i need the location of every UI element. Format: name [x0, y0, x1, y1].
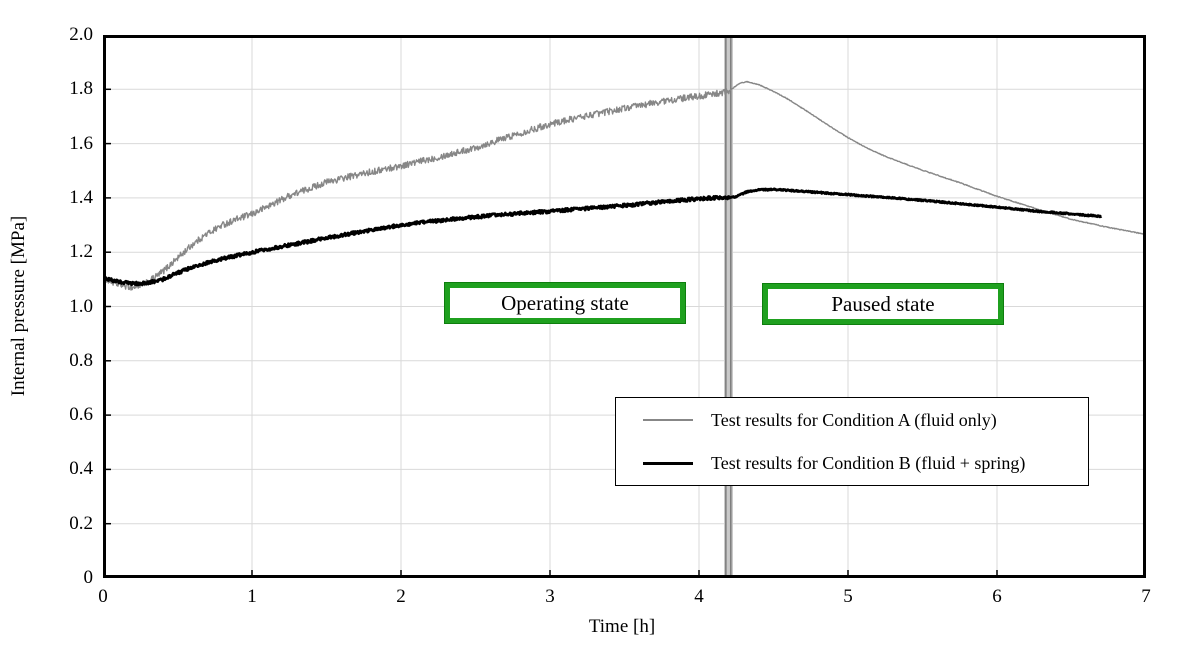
operating-state-label: Operating state: [501, 290, 629, 315]
x-tick-label: 6: [992, 586, 1002, 607]
condition-b-label: Test results for Condition B (fluid + sp…: [711, 452, 1026, 473]
x-tick-label: 7: [1141, 586, 1151, 607]
y-tick-label: 0.8: [69, 349, 93, 371]
y-tick-label: 1.0: [69, 295, 93, 317]
condition-b-line-sample: [643, 461, 693, 465]
x-tick-label: 1: [247, 586, 257, 607]
data-series: [103, 80, 1146, 291]
x-tick-label: 3: [545, 586, 555, 607]
x-tick-label: 2: [396, 586, 406, 607]
paused-state-label: Paused state: [831, 291, 935, 316]
operating-state-annotation: Operating state: [444, 282, 686, 324]
x-tick-label: 0: [98, 586, 108, 607]
y-tick-label: 2.0: [69, 24, 93, 45]
y-tick-label: 1.8: [69, 78, 93, 100]
y-axis-title: Internal pressure [MPa]: [8, 215, 29, 397]
y-tick-label: 0.2: [69, 512, 93, 534]
y-tick-label: 0.6: [69, 404, 93, 426]
legend: Test results for Condition A (fluid only…: [615, 397, 1089, 486]
legend-item-condition-a: Test results for Condition A (fluid only…: [616, 399, 1088, 442]
x-tick-label: 4: [694, 586, 704, 607]
pause-marker-band: [724, 35, 733, 578]
y-tick-label: 1.4: [69, 186, 93, 208]
plot-border: [103, 35, 1146, 578]
y-tick-label: 1.2: [69, 241, 93, 263]
y-tick-label: 0: [83, 567, 94, 588]
y-tick-label: 1.6: [69, 132, 93, 154]
x-axis-title: Time [h]: [588, 616, 656, 637]
condition-a-line-sample: [643, 419, 693, 421]
paused-state-annotation: Paused state: [762, 283, 1004, 325]
condition-a-label: Test results for Condition A (fluid only…: [711, 409, 997, 430]
x-tick-label: 5: [843, 586, 853, 607]
legend-item-condition-b: Test results for Condition B (fluid + sp…: [616, 442, 1088, 485]
y-tick-label: 0.4: [69, 458, 93, 480]
